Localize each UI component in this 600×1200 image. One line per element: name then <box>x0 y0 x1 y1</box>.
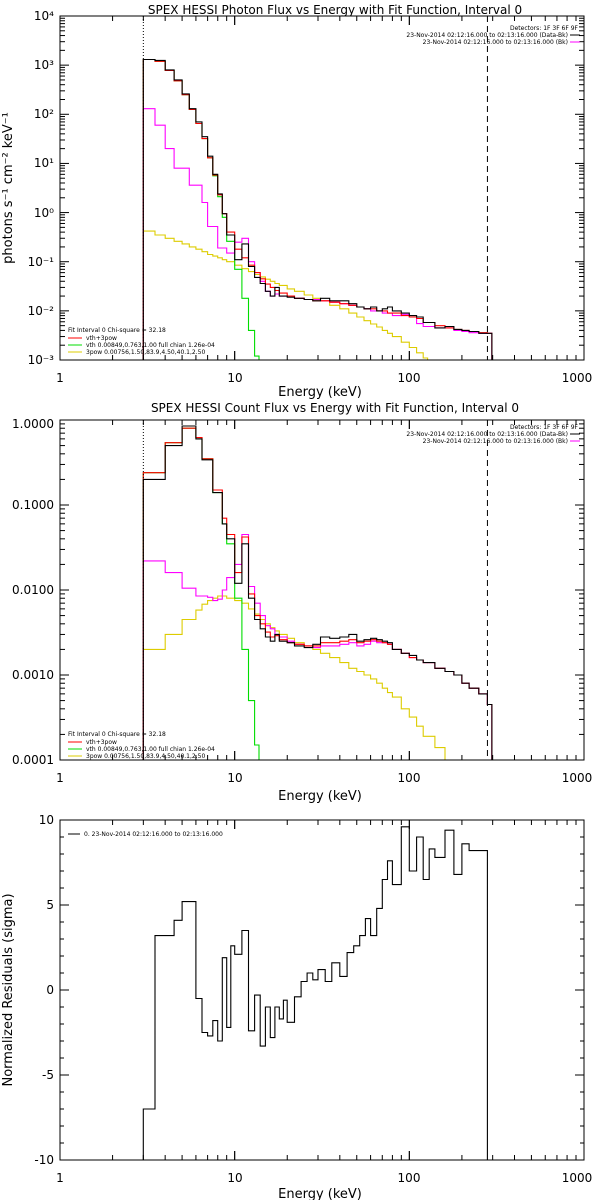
photon-x-tick-label: 1000 <box>562 371 593 385</box>
residual-y-tick-label: -5 <box>42 1068 54 1082</box>
count-legend-detectors: Detectors: 1F 3F 6F 9F <box>510 424 579 431</box>
count-legend-bk-label: 23-Nov-2014 02:12:16.000 to 02:13:16.000… <box>423 438 568 445</box>
photon-series-line <box>142 58 493 360</box>
residuals-panel: 1 10 100 1000 -10 -5 0 5 10 Energy (keV)… <box>1 813 592 1200</box>
residual-x-tick-label: 1 <box>56 1171 64 1185</box>
photon-y-tick-label: 10⁰ <box>34 206 54 220</box>
photon-y-tick-label: 10⁻² <box>28 304 55 318</box>
residual-x-axis-label: Energy (keV) <box>278 1187 362 1200</box>
photon-y-tick-label: 10² <box>34 107 54 121</box>
count-y-tick-label: 0.0010 <box>12 668 54 682</box>
photon-fit-header: Fit Interval 0 Chi-square = 32.18 <box>68 327 166 334</box>
count-legend-data-label: 23-Nov-2014 02:12:16.000 to 02:13:16.000… <box>406 431 568 438</box>
count-x-tick-label: 1000 <box>562 771 593 785</box>
photon-y-tick-labels: 10⁻³ 10⁻² 10⁻¹ 10⁰ 10¹ 10² 10³ 10⁴ <box>28 9 55 367</box>
count-series-line <box>142 533 493 760</box>
count-y-tick-label: 0.0001 <box>12 753 54 767</box>
photon-flux-panel: SPEX HESSI Photon Flux vs Energy with Fi… <box>1 3 592 400</box>
residual-series-line <box>142 826 492 1161</box>
photon-vertical-markers <box>142 16 488 360</box>
residual-y-axis-label: Normalized Residuals (sigma) <box>1 893 16 1086</box>
residual-axis-ticks <box>59 819 585 1161</box>
count-vertical-markers <box>142 420 488 760</box>
count-axis-ticks <box>59 419 585 761</box>
photon-y-tick-label: 10³ <box>34 58 54 72</box>
photon-x-tick-label: 100 <box>398 371 421 385</box>
photon-legend-data-label: 23-Nov-2014 02:12:16.000 to 02:13:16.000… <box>406 32 568 39</box>
photon-axis-ticks <box>59 15 585 361</box>
photon-series-line <box>142 58 260 360</box>
photon-y-tick-label: 10⁴ <box>34 9 54 23</box>
count-legend-total-label: vth+3pow <box>86 739 117 746</box>
count-y-tick-label: 0.0100 <box>12 583 54 597</box>
photon-legend-top-right: Detectors: 1F 3F 6F 9F 23-Nov-2014 02:12… <box>406 25 580 46</box>
photon-legend-3pow-label: 3pow 0.00756,1.50,83.9,4.50,40.1,2.50 <box>86 349 205 356</box>
photon-legend-total-label: vth+3pow <box>86 335 117 342</box>
photon-y-axis-label: photons s⁻¹ cm⁻² keV⁻¹ <box>1 112 16 264</box>
count-x-axis-label: Energy (keV) <box>278 789 362 804</box>
count-legend-vth-label: vth 0.00849,0.763,1.00 full chian 1.26e-… <box>86 746 215 753</box>
residual-y-tick-label: 0 <box>46 983 54 997</box>
photon-series-line <box>142 230 429 360</box>
residual-x-tick-label: 1000 <box>562 1171 593 1185</box>
count-series-line <box>142 427 260 760</box>
count-chart-title: SPEX HESSI Count Flux vs Energy with Fit… <box>151 401 519 415</box>
residual-series-group <box>142 826 492 1161</box>
residual-y-tick-labels: -10 -5 0 5 10 <box>34 813 54 1167</box>
count-series-line <box>142 425 493 760</box>
count-legend-bottom-left: Fit Interval 0 Chi-square = 32.18 vth+3p… <box>68 731 215 760</box>
photon-y-tick-label: 10¹ <box>34 156 54 170</box>
count-y-tick-label: 0.1000 <box>12 498 54 512</box>
residual-plot-frame <box>59 819 585 1161</box>
residual-legend-label: 0. 23-Nov-2014 02:12:16.000 to 02:13:16.… <box>84 831 223 838</box>
photon-plot-frame <box>59 15 585 361</box>
photon-series-group <box>142 58 493 360</box>
count-y-tick-labels: 0.0001 0.0010 0.0100 0.1000 1.0000 <box>12 417 54 767</box>
residual-y-tick-label: 5 <box>46 898 54 912</box>
photon-chart-title: SPEX HESSI Photon Flux vs Energy with Fi… <box>148 3 522 17</box>
count-series-group <box>142 425 493 761</box>
photon-series-line <box>142 108 493 360</box>
count-x-tick-label: 100 <box>398 771 421 785</box>
count-legend-3pow-label: 3pow 0.00756,1.50,83.9,4.50,40.1,2.50 <box>86 753 205 760</box>
residual-y-tick-label: -10 <box>34 1153 54 1167</box>
count-series-line <box>142 595 450 761</box>
photon-series-line <box>142 58 493 360</box>
count-x-tick-labels: 1 10 100 1000 <box>56 771 592 785</box>
photon-legend-vth-label: vth 0.00849,0.763,1.00 full chian 1.26e-… <box>86 342 215 349</box>
photon-x-tick-label: 10 <box>227 371 242 385</box>
photon-x-axis-label: Energy (keV) <box>278 385 362 400</box>
photon-legend-detectors: Detectors: 1F 3F 6F 9F <box>510 25 579 32</box>
count-flux-panel: SPEX HESSI Count Flux vs Energy with Fit… <box>12 401 592 804</box>
residual-x-tick-label: 100 <box>398 1171 421 1185</box>
count-x-tick-label: 10 <box>227 771 242 785</box>
count-legend-top-right: Detectors: 1F 3F 6F 9F 23-Nov-2014 02:12… <box>406 424 580 445</box>
photon-y-tick-label: 10⁻³ <box>28 353 55 367</box>
count-plot-frame <box>59 419 585 761</box>
count-fit-header: Fit Interval 0 Chi-square = 32.18 <box>68 731 166 738</box>
residual-y-tick-label: 10 <box>39 813 54 827</box>
photon-x-tick-labels: 1 10 100 1000 <box>56 371 592 385</box>
residual-x-tick-labels: 1 10 100 1000 <box>56 1171 592 1185</box>
count-x-tick-label: 1 <box>56 771 64 785</box>
residual-legend: 0. 23-Nov-2014 02:12:16.000 to 02:13:16.… <box>68 831 223 838</box>
residual-x-tick-label: 10 <box>227 1171 242 1185</box>
count-y-tick-label: 1.0000 <box>12 417 54 431</box>
photon-y-tick-label: 10⁻¹ <box>28 255 55 269</box>
photon-legend-bottom-left: Fit Interval 0 Chi-square = 32.18 vth+3p… <box>68 327 215 356</box>
photon-x-tick-label: 1 <box>56 371 64 385</box>
photon-legend-bk-label: 23-Nov-2014 02:12:16.000 to 02:13:16.000… <box>423 39 568 46</box>
